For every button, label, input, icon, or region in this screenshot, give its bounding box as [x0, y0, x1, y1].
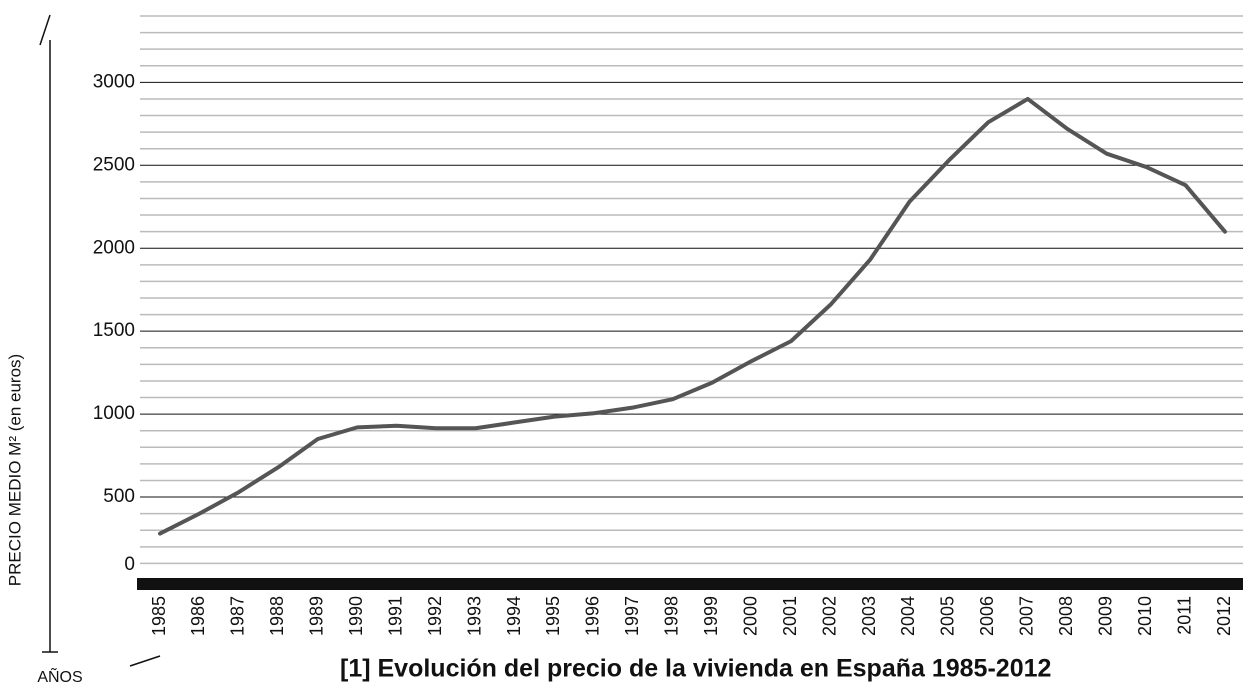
x-tick-label: 1986 — [188, 596, 208, 636]
x-tick-label: 2003 — [859, 596, 879, 636]
y-tick-label: 0 — [124, 554, 135, 575]
x-tick-label: 2001 — [780, 596, 800, 636]
x-tick-label: 1999 — [701, 596, 721, 636]
x-tick-label: 1994 — [504, 596, 524, 636]
x-tick-label: 2004 — [898, 596, 918, 636]
x-tick-label: 2012 — [1214, 596, 1234, 636]
x-tick-label: 1991 — [385, 596, 405, 636]
x-tick-label: 1997 — [622, 596, 642, 636]
y-tick-label: 500 — [103, 486, 135, 507]
line — [158, 96, 1227, 536]
x-tick-label: 1995 — [543, 596, 563, 636]
x-tick-label: 1998 — [662, 596, 682, 636]
y-axis-label: PRECIO MEDIO M² (en euros) — [5, 354, 24, 586]
x-tick-label: 2006 — [977, 596, 997, 636]
bottom-slash — [129, 655, 161, 667]
y-tick-label: 1000 — [93, 403, 135, 424]
x-tick-label: 1988 — [267, 596, 287, 636]
x-tick-label: 1996 — [583, 596, 603, 636]
x-tick-label: 1990 — [346, 596, 366, 636]
x-tick-label: 2002 — [819, 596, 839, 636]
x-tick-label: 2009 — [1095, 596, 1115, 636]
x-tick-label: 1985 — [149, 596, 169, 636]
x-tick-label: 2010 — [1135, 596, 1155, 636]
x-tick-label: 2007 — [1017, 596, 1037, 636]
x-axis-label: AÑOS — [37, 666, 82, 686]
x-tick-label: 2000 — [740, 596, 760, 636]
x-tick-label: 1993 — [464, 596, 484, 636]
chart-title: [1] Evolución del precio de la vivienda … — [340, 655, 1051, 683]
x-tick-label: 1987 — [228, 596, 248, 636]
x-tick-label: 1989 — [307, 596, 327, 636]
x-tick-label: 2005 — [938, 596, 958, 636]
y-tick-label: 3000 — [93, 71, 135, 92]
x-tick-label: 2011 — [1174, 596, 1194, 635]
axis-slash — [39, 14, 51, 46]
y-tick-label: 1500 — [93, 320, 135, 341]
x-tick-label: 1992 — [425, 596, 445, 636]
x-axis-bar — [137, 578, 1243, 590]
y-tick-label: 2500 — [93, 154, 135, 175]
x-tick-label: 2008 — [1056, 596, 1076, 636]
y-tick-label: 2000 — [93, 237, 135, 258]
